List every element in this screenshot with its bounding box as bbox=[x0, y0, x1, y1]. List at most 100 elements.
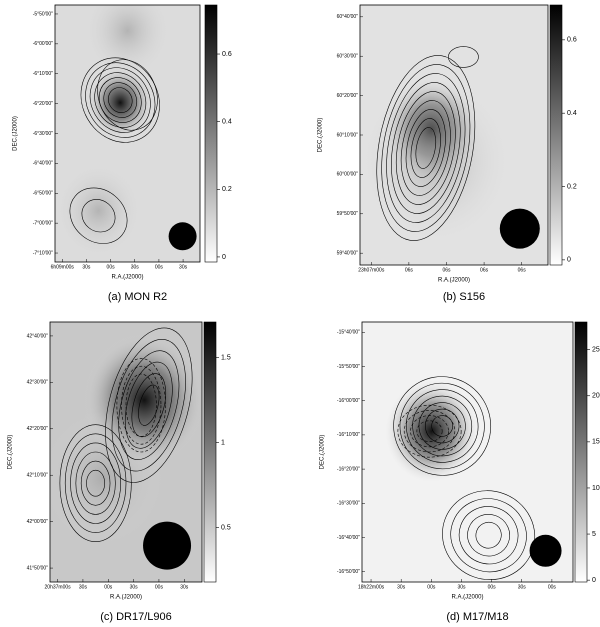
contour bbox=[85, 62, 156, 138]
colorbar-tick-label: 1 bbox=[221, 439, 225, 446]
x-tick-label: 00s bbox=[104, 584, 113, 590]
contour bbox=[424, 408, 460, 444]
x-tick-label: 00s bbox=[155, 584, 164, 590]
y-tick-label: -15°40'00" bbox=[337, 330, 360, 336]
x-tick-label: 00s bbox=[548, 584, 557, 590]
contour bbox=[70, 442, 121, 524]
y-axis-label: DEC.(J2000) bbox=[318, 118, 324, 153]
contour bbox=[103, 82, 138, 118]
y-tick-label: 42°20'00" bbox=[27, 426, 49, 432]
colorbar-tick-label: 0 bbox=[592, 577, 596, 584]
colorbar bbox=[574, 321, 588, 583]
y-axis-label: DEC.(J2000) bbox=[13, 116, 19, 151]
x-tick-label: 23h07m00s bbox=[358, 267, 385, 273]
y-tick-label: -16°50'00" bbox=[337, 569, 360, 575]
x-tick-label: 00s bbox=[155, 264, 164, 270]
contour bbox=[108, 87, 133, 113]
contour bbox=[69, 187, 128, 244]
panel: 42°40'00" 42°30'00" 42°20'00" 42°10'00" 42°0… bbox=[8, 321, 231, 623]
y-tick-label: -16°20'00" bbox=[337, 466, 360, 472]
contour bbox=[448, 46, 479, 68]
contour bbox=[403, 410, 456, 453]
map-image bbox=[360, 5, 548, 265]
contour bbox=[89, 67, 151, 133]
y-tick-label: -16°10'00" bbox=[337, 432, 360, 438]
contour bbox=[393, 376, 492, 476]
caption: (d) M17/M18 bbox=[446, 611, 508, 623]
contour bbox=[111, 339, 186, 472]
emission bbox=[385, 380, 479, 483]
y-tick-label: -6°30'00" bbox=[33, 131, 54, 137]
caption: (a) MON R2 bbox=[108, 291, 167, 303]
y-tick-label: 42°10'00" bbox=[27, 473, 49, 479]
contour bbox=[397, 404, 462, 458]
x-tick-label: 00s bbox=[427, 584, 436, 590]
colorbar bbox=[549, 4, 563, 266]
colorbar-tick-label: 0 bbox=[567, 257, 571, 264]
contour bbox=[405, 109, 446, 187]
contour bbox=[121, 365, 162, 445]
y-tick-label: -6°20'00" bbox=[33, 101, 54, 107]
y-tick-label: -6°00'00" bbox=[33, 41, 54, 47]
map-image bbox=[362, 322, 573, 582]
colorbar-tick-label: 0.6 bbox=[567, 37, 577, 44]
x-tick-label: 30s bbox=[457, 584, 466, 590]
y-tick-label: 60°10'00" bbox=[337, 132, 359, 138]
y-tick-label: 59°40'00" bbox=[337, 251, 359, 257]
contour bbox=[97, 59, 158, 131]
colorbar bbox=[204, 4, 218, 263]
colorbar-tick-label: 0.6 bbox=[222, 51, 232, 58]
contour bbox=[458, 506, 519, 565]
x-axis-label: R.A.(J2000) bbox=[438, 278, 470, 284]
x-tick-label: 30s bbox=[79, 584, 88, 590]
y-tick-label: -15°50'00" bbox=[337, 364, 360, 370]
contour bbox=[415, 127, 437, 169]
x-tick-label: 06s bbox=[405, 267, 414, 273]
colorbar bbox=[203, 321, 217, 583]
panel: -5°50'00" -6°00'00" -6°10'00" -6°20'00" -6°3… bbox=[13, 4, 232, 303]
y-tick-label: 42°40'00" bbox=[27, 333, 49, 339]
emission bbox=[360, 78, 511, 244]
emission bbox=[55, 162, 142, 259]
panel: 60°40'00" 60°30'00" 60°20'00" 60°10'00" 60°0… bbox=[318, 4, 577, 303]
colorbar-tick-label: 25 bbox=[592, 347, 600, 354]
colorbar-tick-label: 0 bbox=[222, 254, 226, 261]
x-tick-label: 00s bbox=[488, 584, 497, 590]
panel: -15°40'00" -15°50'00" -16°00'00" -16°10'00"… bbox=[320, 321, 600, 623]
colorbar-tick-label: 1.5 bbox=[221, 355, 231, 362]
y-axis-label: DEC.(J2000) bbox=[320, 435, 326, 470]
x-tick-label: 00s bbox=[107, 264, 116, 270]
caption: (c) DR17/L906 bbox=[100, 611, 172, 623]
y-tick-label: 59°50'00" bbox=[337, 211, 359, 217]
x-tick-label: 30s bbox=[397, 584, 406, 590]
beam bbox=[499, 208, 540, 249]
contour bbox=[410, 118, 441, 178]
x-axis-label: R.A.(J2000) bbox=[110, 595, 142, 601]
x-tick-label: 30s bbox=[518, 584, 527, 590]
contour bbox=[124, 361, 173, 449]
contour bbox=[125, 373, 157, 437]
contour bbox=[81, 199, 116, 233]
x-tick-label: 30s bbox=[82, 264, 91, 270]
contour bbox=[94, 72, 147, 128]
contour bbox=[410, 415, 449, 448]
y-tick-label: -7°10'00" bbox=[33, 250, 54, 256]
contour bbox=[475, 521, 502, 549]
contour bbox=[138, 384, 160, 426]
contour bbox=[86, 469, 106, 497]
contour bbox=[431, 415, 454, 437]
x-axis-label: R.A.(J2000) bbox=[451, 595, 483, 601]
colorbar-tick-label: 0.4 bbox=[567, 110, 577, 117]
contour bbox=[412, 395, 473, 457]
contour bbox=[396, 91, 456, 205]
plot-frame bbox=[361, 321, 574, 583]
x-tick-label: 30s bbox=[130, 584, 139, 590]
contour bbox=[376, 55, 476, 241]
y-tick-label: 41°50'00" bbox=[27, 565, 49, 571]
contour bbox=[391, 82, 461, 214]
y-tick-label: 42°30'00" bbox=[27, 380, 49, 386]
contour bbox=[386, 73, 466, 223]
x-tick-label: 20h37m00s bbox=[45, 584, 72, 590]
beam bbox=[143, 521, 192, 570]
